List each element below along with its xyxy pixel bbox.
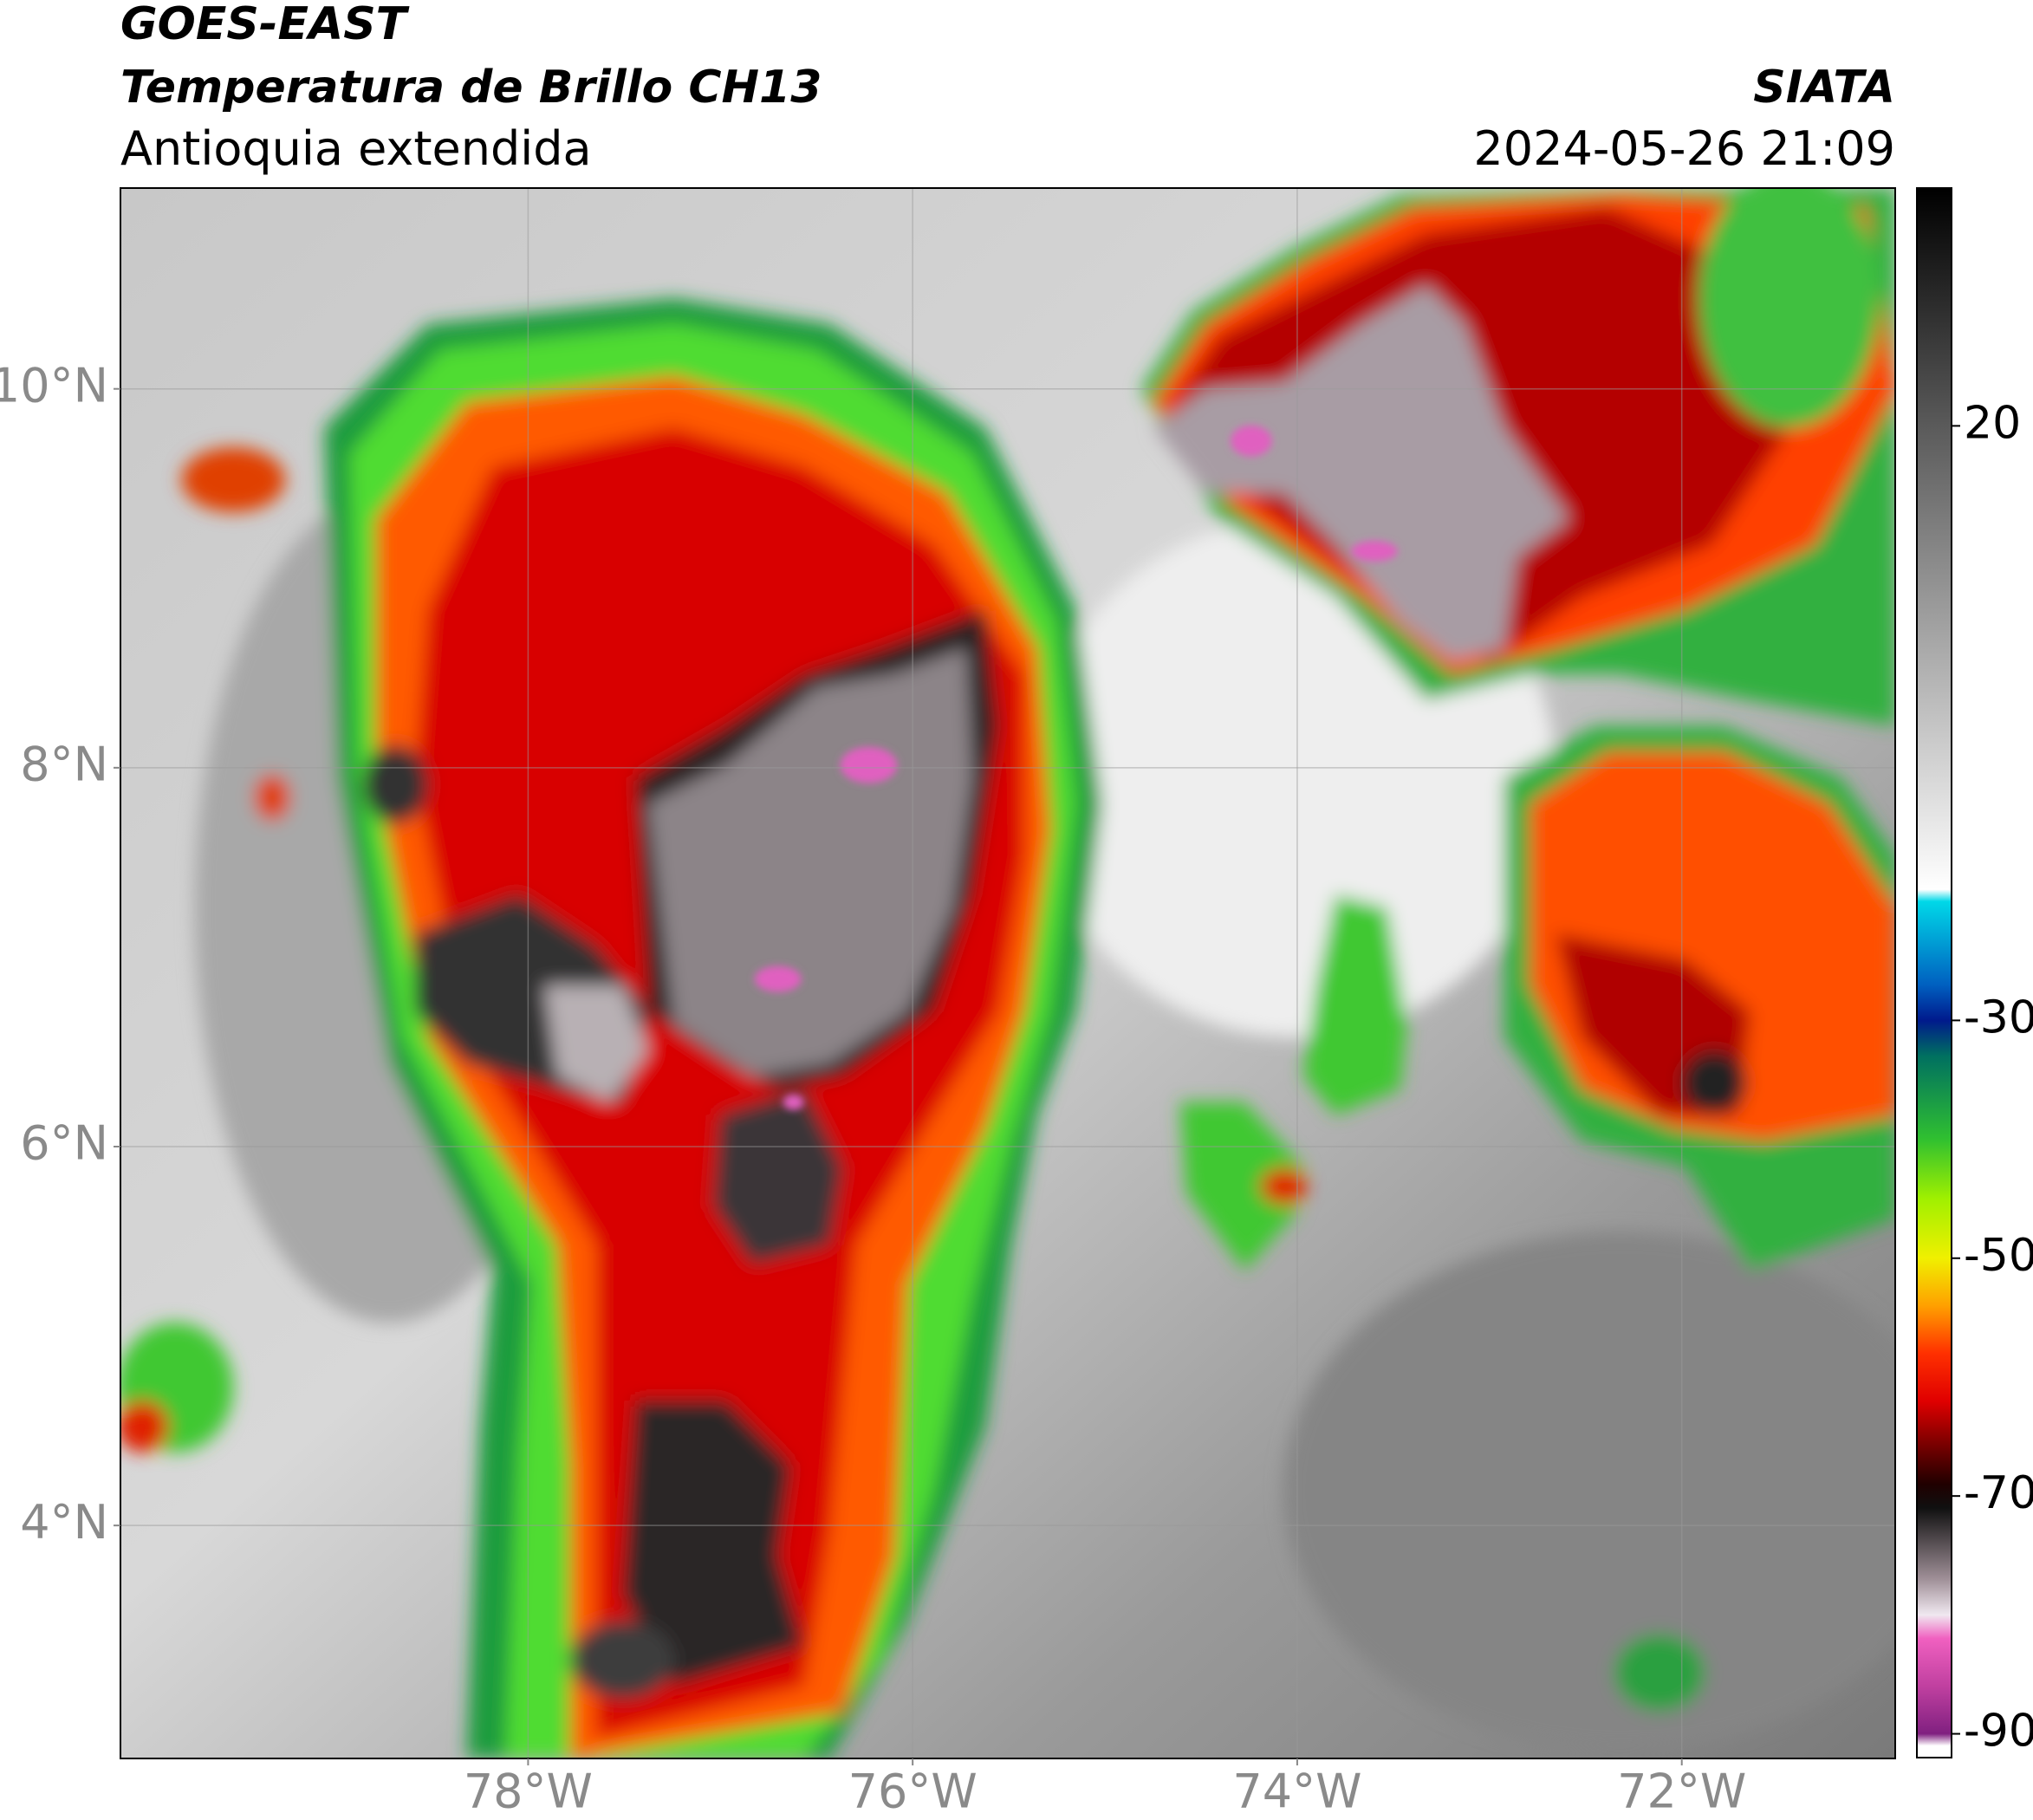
datetime: 2024-05-26 21:09	[1473, 121, 1895, 176]
x-tick-label: 72°W	[1617, 1765, 1746, 1819]
y-tick-label: 6°N	[20, 1116, 108, 1171]
x-tick-label: 76°W	[848, 1765, 978, 1819]
colorbar-tick-label: -70	[1964, 1467, 2033, 1519]
product: Temperatura de Brillo CH13	[120, 62, 822, 114]
satellite-image	[120, 188, 1895, 1758]
grid	[120, 188, 1895, 1758]
colorbar-tick-label: -50	[1964, 1230, 2033, 1282]
y-tick-label: 8°N	[20, 737, 108, 791]
region: Antioquia extendida	[120, 121, 592, 176]
map-frame	[120, 187, 1896, 1759]
colorbar-tick-label: 20	[1964, 397, 2021, 449]
source: SIATA	[1753, 62, 1895, 114]
title: GOES-EAST	[120, 0, 410, 50]
y-tick-label: 4°N	[20, 1495, 108, 1550]
colorbar-tick-label: -90	[1964, 1706, 2033, 1758]
x-tick-label: 74°W	[1232, 1765, 1361, 1819]
colorbar	[1916, 187, 1952, 1758]
y-tick-label: 10°N	[0, 358, 108, 413]
x-tick-label: 78°W	[464, 1765, 593, 1819]
colorbar-tick-label: -30	[1964, 991, 2033, 1043]
